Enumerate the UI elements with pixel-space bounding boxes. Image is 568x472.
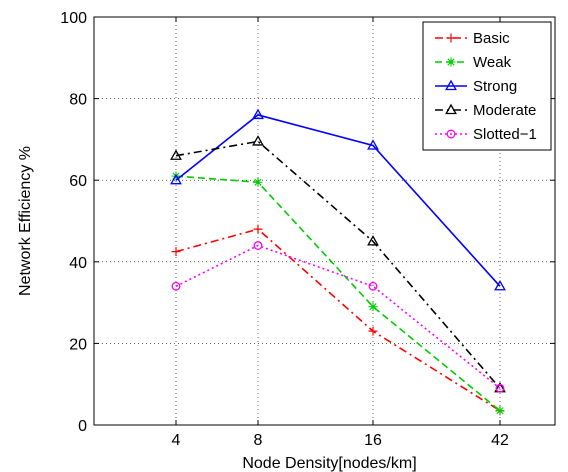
y-tick-label: 20 — [69, 336, 87, 353]
y-tick-label: 60 — [69, 173, 87, 190]
data-point-strong — [367, 139, 379, 150]
legend-label-moderate: Moderate — [473, 102, 536, 119]
series-weak — [171, 171, 505, 416]
series-line-moderate — [175, 140, 501, 389]
data-point-strong — [494, 279, 506, 291]
data-point-basic — [253, 224, 263, 234]
series-line-slotted-1 — [175, 244, 501, 389]
series-group — [170, 108, 506, 416]
data-point-slotted-1 — [495, 383, 505, 393]
legend-marker-weak — [446, 57, 456, 67]
legend: Basic Weak Strong Moderate Slotted−1 — [422, 21, 552, 151]
legend-marker-basic — [446, 33, 456, 43]
data-point-slotted-1 — [253, 241, 263, 250]
legend-label-slotted-1: Slotted−1 — [473, 126, 537, 143]
y-tick-label: 80 — [69, 92, 87, 109]
x-tick-label: 4 — [172, 432, 181, 449]
x-tick-label: 8 — [254, 432, 263, 449]
data-point-strong — [170, 173, 182, 185]
data-point-weak — [253, 177, 263, 187]
data-point-moderate — [252, 135, 264, 146]
data-point-weak — [368, 302, 378, 312]
y-tick-label: 40 — [69, 255, 87, 272]
data-point-slotted-1 — [368, 281, 378, 291]
data-point-basic — [368, 326, 378, 336]
x-tick-label: 16 — [364, 432, 382, 449]
axis-ticks: 0 20 40 60 80 100 4 8 16 42 — [60, 10, 555, 449]
data-point-slotted-1 — [171, 281, 181, 291]
data-point-strong — [252, 108, 264, 120]
plot-area-frame — [93, 16, 556, 426]
legend-label-basic: Basic — [473, 30, 510, 47]
data-point-weak — [495, 406, 505, 416]
y-axis-label: Network Efficiency % — [17, 146, 34, 296]
legend-marker-strong — [445, 79, 457, 91]
series-slotted-1 — [171, 241, 505, 393]
x-axis-label: Node Density[nodes/km] — [242, 455, 416, 472]
data-point-moderate — [170, 149, 182, 160]
legend-marker-slotted-1 — [446, 129, 456, 139]
legend-label-strong: Strong — [473, 78, 517, 95]
data-point-basic — [171, 247, 181, 257]
y-tick-label: 100 — [60, 10, 87, 27]
legend-marker-moderate — [445, 103, 457, 115]
series-basic — [171, 224, 505, 416]
series-line-strong — [175, 114, 501, 287]
series-line-basic — [175, 228, 501, 412]
x-tick-label: 42 — [491, 432, 509, 449]
data-point-moderate — [367, 235, 379, 246]
series-strong — [170, 108, 506, 291]
series-line-weak — [175, 175, 501, 412]
y-tick-label: 0 — [78, 418, 87, 435]
legend-label-weak: Weak — [473, 54, 512, 71]
